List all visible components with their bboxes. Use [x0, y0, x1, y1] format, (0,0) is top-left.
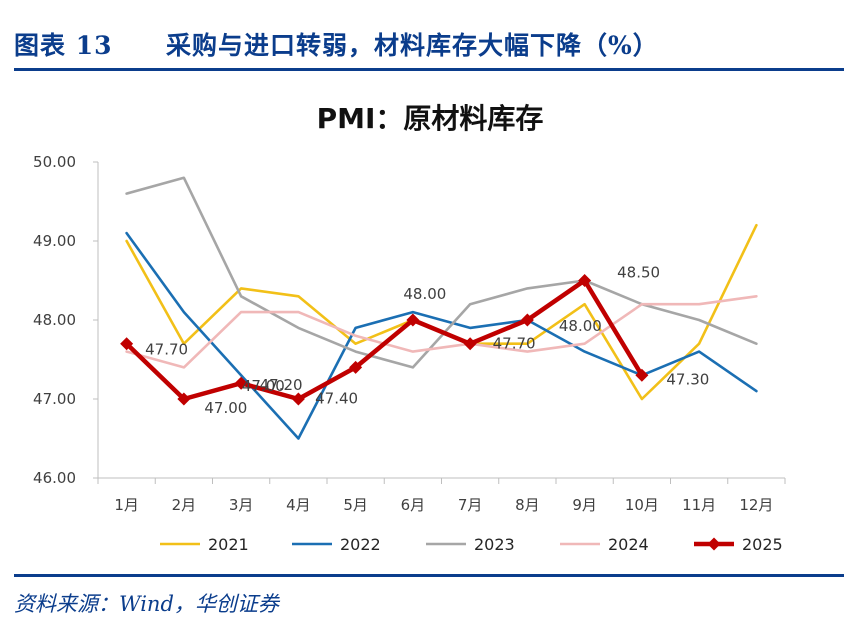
data-label: 47.70 [493, 335, 536, 353]
legend-label: 2024 [608, 535, 649, 554]
series-2023 [125, 176, 758, 369]
x-tick-label: 9月 [572, 496, 597, 514]
x-tick-label: 7月 [458, 496, 483, 514]
axes: 50.00 49.00 48.00 47.00 46.00 1月 2月 3月 4月 5月 6月 7月 8… [33, 153, 786, 514]
chart-title: PMI：原材料库存 [317, 102, 544, 135]
series-2021 [125, 223, 758, 401]
x-tick-label: 10月 [625, 496, 659, 514]
data-label: 47.00 [204, 399, 247, 417]
figure-header: 图表 13 采购与进口转弱，材料库存大幅下降（%） [14, 6, 844, 68]
data-point-2025 [120, 337, 134, 351]
data-point-2025 [520, 313, 534, 327]
x-tick-label: 6月 [401, 496, 426, 514]
series-line-2024 [125, 295, 758, 369]
x-tick-label: 4月 [286, 496, 311, 514]
series-line-2023 [125, 176, 758, 369]
y-tick-label: 47.00 [33, 390, 76, 408]
data-labels: 47.7047.0047.2047.0047.4048.0047.7048.00… [145, 264, 709, 418]
legend-label: 2021 [208, 535, 249, 554]
data-label: 47.00 [242, 377, 285, 395]
data-point-2025 [406, 313, 420, 327]
x-tick-label: 1月 [114, 496, 139, 514]
data-label: 47.40 [315, 389, 358, 407]
y-tick-label: 49.00 [33, 232, 76, 250]
x-tick-label: 12月 [739, 496, 773, 514]
figure-label: 图表 13 [14, 31, 113, 60]
legend: 2021 2022 2023 2024 2025 [160, 535, 783, 554]
x-tick-label: 2月 [172, 496, 197, 514]
y-tick-label: 50.00 [33, 153, 76, 171]
data-point-2025 [349, 360, 363, 374]
series-2025 [120, 274, 649, 406]
figure-title: 图表 13 采购与进口转弱，材料库存大幅下降（%） [14, 26, 659, 62]
series-line-2022 [125, 231, 758, 440]
data-point-2025 [291, 392, 305, 406]
series-line-2025 [124, 278, 645, 402]
data-point-2025 [463, 337, 477, 351]
data-label: 48.50 [617, 264, 660, 282]
data-label: 47.20 [260, 376, 303, 394]
data-label: 47.30 [666, 370, 709, 388]
legend-label: 2023 [474, 535, 515, 554]
x-tick-label: 5月 [343, 496, 368, 514]
legend-label: 2025 [742, 535, 783, 554]
x-tick-label: 8月 [515, 496, 540, 514]
data-point-2025 [177, 392, 191, 406]
figure-title-text: 采购与进口转弱，材料库存大幅下降（%） [165, 31, 659, 60]
data-label: 48.00 [559, 317, 602, 335]
y-tick-label: 48.00 [33, 311, 76, 329]
series-layer [120, 176, 758, 440]
series-line-2021 [125, 223, 758, 401]
legend-label: 2022 [340, 535, 381, 554]
line-chart: PMI：原材料库存 50.00 49.00 48.00 47.00 46.00 1月 2月 3… [33, 102, 786, 554]
data-label: 47.70 [145, 341, 188, 359]
footer-rule [14, 574, 844, 577]
header-rule [14, 68, 844, 71]
x-tick-label: 11月 [682, 496, 716, 514]
data-label: 48.00 [403, 285, 446, 303]
x-tick-label: 3月 [229, 496, 254, 514]
y-tick-label: 46.00 [33, 469, 76, 487]
data-point-2025 [578, 274, 592, 287]
source-note: 资料来源：Wind，华创证券 [14, 592, 279, 616]
series-2024 [125, 295, 758, 369]
data-point-2025 [635, 368, 649, 382]
data-point-2025 [234, 376, 248, 390]
series-2022 [125, 231, 758, 440]
legend-marker [707, 537, 721, 551]
